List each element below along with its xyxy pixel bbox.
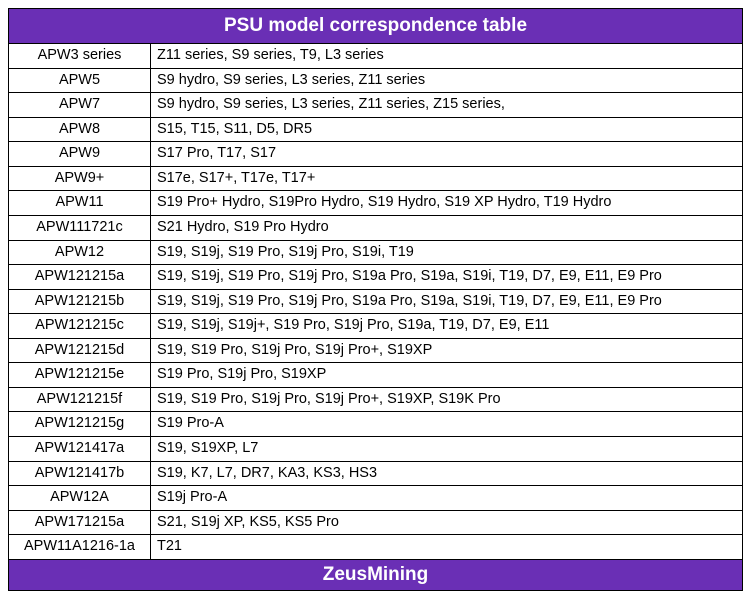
psu-model-cell: APW171215a: [9, 510, 151, 535]
table-footer: ZeusMining: [9, 559, 743, 590]
table-row: APW8S15, T15, S11, D5, DR5: [9, 117, 743, 142]
compatible-models-cell: S19, S19XP, L7: [151, 437, 743, 462]
psu-model-cell: APW121215b: [9, 289, 151, 314]
table-row: APW121215dS19, S19 Pro, S19j Pro, S19j P…: [9, 338, 743, 363]
table-row: APW12S19, S19j, S19 Pro, S19j Pro, S19i,…: [9, 240, 743, 265]
compatible-models-cell: S15, T15, S11, D5, DR5: [151, 117, 743, 142]
psu-model-cell: APW5: [9, 68, 151, 93]
compatible-models-cell: S19, S19j, S19 Pro, S19j Pro, S19a Pro, …: [151, 265, 743, 290]
compatible-models-cell: S19, S19 Pro, S19j Pro, S19j Pro+, S19XP…: [151, 387, 743, 412]
psu-model-cell: APW3 series: [9, 44, 151, 69]
table-row: APW12AS19j Pro-A: [9, 486, 743, 511]
table-row: APW11S19 Pro+ Hydro, S19Pro Hydro, S19 H…: [9, 191, 743, 216]
psu-model-cell: APW121215e: [9, 363, 151, 388]
compatible-models-cell: S19 Pro-A: [151, 412, 743, 437]
compatible-models-cell: S19, K7, L7, DR7, KA3, KS3, HS3: [151, 461, 743, 486]
compatible-models-cell: T21: [151, 535, 743, 560]
compatible-models-cell: S21, S19j XP, KS5, KS5 Pro: [151, 510, 743, 535]
compatible-models-cell: S19j Pro-A: [151, 486, 743, 511]
table-row: APW5S9 hydro, S9 series, L3 series, Z11 …: [9, 68, 743, 93]
compatible-models-cell: S9 hydro, S9 series, L3 series, Z11 seri…: [151, 68, 743, 93]
compatible-models-cell: S17e, S17+, T17e, T17+: [151, 166, 743, 191]
compatible-models-cell: Z11 series, S9 series, T9, L3 series: [151, 44, 743, 69]
psu-model-cell: APW9+: [9, 166, 151, 191]
table-row: APW7S9 hydro, S9 series, L3 series, Z11 …: [9, 93, 743, 118]
compatible-models-cell: S19 Pro, S19j Pro, S19XP: [151, 363, 743, 388]
table-row: APW11A1216-1aT21: [9, 535, 743, 560]
psu-model-cell: APW121215f: [9, 387, 151, 412]
compatible-models-cell: S19, S19 Pro, S19j Pro, S19j Pro+, S19XP: [151, 338, 743, 363]
compatible-models-cell: S17 Pro, T17, S17: [151, 142, 743, 167]
compatible-models-cell: S9 hydro, S9 series, L3 series, Z11 seri…: [151, 93, 743, 118]
psu-model-cell: APW121215g: [9, 412, 151, 437]
psu-model-cell: APW121215a: [9, 265, 151, 290]
table-body: APW3 seriesZ11 series, S9 series, T9, L3…: [9, 44, 743, 560]
psu-model-cell: APW111721c: [9, 215, 151, 240]
psu-model-cell: APW9: [9, 142, 151, 167]
psu-model-cell: APW121417a: [9, 437, 151, 462]
table-row: APW121215bS19, S19j, S19 Pro, S19j Pro, …: [9, 289, 743, 314]
table-row: APW3 seriesZ11 series, S9 series, T9, L3…: [9, 44, 743, 69]
compatible-models-cell: S19, S19j, S19 Pro, S19j Pro, S19a Pro, …: [151, 289, 743, 314]
psu-model-cell: APW121215c: [9, 314, 151, 339]
table-row: APW9S17 Pro, T17, S17: [9, 142, 743, 167]
psu-model-cell: APW121215d: [9, 338, 151, 363]
psu-model-cell: APW7: [9, 93, 151, 118]
psu-model-cell: APW12A: [9, 486, 151, 511]
table-row: APW121417aS19, S19XP, L7: [9, 437, 743, 462]
table-row: APW121215fS19, S19 Pro, S19j Pro, S19j P…: [9, 387, 743, 412]
table-row: APW121215cS19, S19j, S19j+, S19 Pro, S19…: [9, 314, 743, 339]
table-row: APW121215eS19 Pro, S19j Pro, S19XP: [9, 363, 743, 388]
compatible-models-cell: S19, S19j, S19j+, S19 Pro, S19j Pro, S19…: [151, 314, 743, 339]
table-title: PSU model correspondence table: [9, 9, 743, 44]
table-row: APW121417bS19, K7, L7, DR7, KA3, KS3, HS…: [9, 461, 743, 486]
psu-model-cell: APW8: [9, 117, 151, 142]
psu-model-cell: APW11A1216-1a: [9, 535, 151, 560]
psu-correspondence-table: PSU model correspondence table APW3 seri…: [8, 8, 743, 591]
compatible-models-cell: S19, S19j, S19 Pro, S19j Pro, S19i, T19: [151, 240, 743, 265]
table-row: APW121215gS19 Pro-A: [9, 412, 743, 437]
table-row: APW9+S17e, S17+, T17e, T17+: [9, 166, 743, 191]
psu-model-cell: APW12: [9, 240, 151, 265]
psu-model-cell: APW121417b: [9, 461, 151, 486]
compatible-models-cell: S19 Pro+ Hydro, S19Pro Hydro, S19 Hydro,…: [151, 191, 743, 216]
psu-model-cell: APW11: [9, 191, 151, 216]
table-row: APW171215aS21, S19j XP, KS5, KS5 Pro: [9, 510, 743, 535]
compatible-models-cell: S21 Hydro, S19 Pro Hydro: [151, 215, 743, 240]
table-row: APW111721cS21 Hydro, S19 Pro Hydro: [9, 215, 743, 240]
table-row: APW121215aS19, S19j, S19 Pro, S19j Pro, …: [9, 265, 743, 290]
